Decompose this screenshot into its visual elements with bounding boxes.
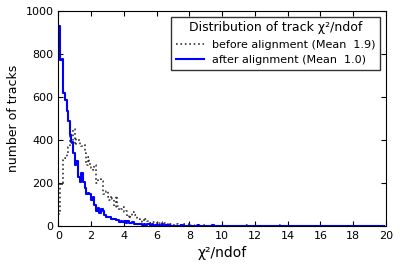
Legend: before alignment (Mean  1.9), after alignment (Mean  1.0): before alignment (Mean 1.9), after align…: [171, 17, 380, 69]
after alignment (Mean  1.0): [76, 176, 80, 179]
after alignment (Mean  1.0): [56, 24, 61, 28]
before alignment (Mean  1.9): [69, 142, 74, 145]
before alignment (Mean  1.9): [118, 208, 123, 211]
before alignment (Mean  1.9): [382, 224, 387, 227]
before alignment (Mean  1.9): [357, 224, 362, 227]
before alignment (Mean  1.9): [369, 224, 374, 227]
before alignment (Mean  1.9): [77, 143, 82, 146]
before alignment (Mean  1.9): [144, 219, 149, 223]
after alignment (Mean  1.0): [116, 220, 121, 223]
before alignment (Mean  1.9): [159, 224, 164, 227]
X-axis label: χ²/ndof: χ²/ndof: [198, 246, 247, 260]
after alignment (Mean  1.0): [148, 224, 152, 227]
Y-axis label: number of tracks: number of tracks: [7, 65, 20, 172]
after alignment (Mean  1.0): [356, 224, 360, 227]
after alignment (Mean  1.0): [69, 140, 74, 143]
Line: after alignment (Mean  1.0): after alignment (Mean 1.0): [58, 26, 384, 226]
before alignment (Mean  1.9): [56, 212, 61, 215]
before alignment (Mean  1.9): [71, 127, 76, 131]
after alignment (Mean  1.0): [382, 224, 387, 227]
after alignment (Mean  1.0): [143, 223, 148, 226]
Line: before alignment (Mean  1.9): before alignment (Mean 1.9): [58, 129, 384, 226]
after alignment (Mean  1.0): [367, 224, 372, 227]
